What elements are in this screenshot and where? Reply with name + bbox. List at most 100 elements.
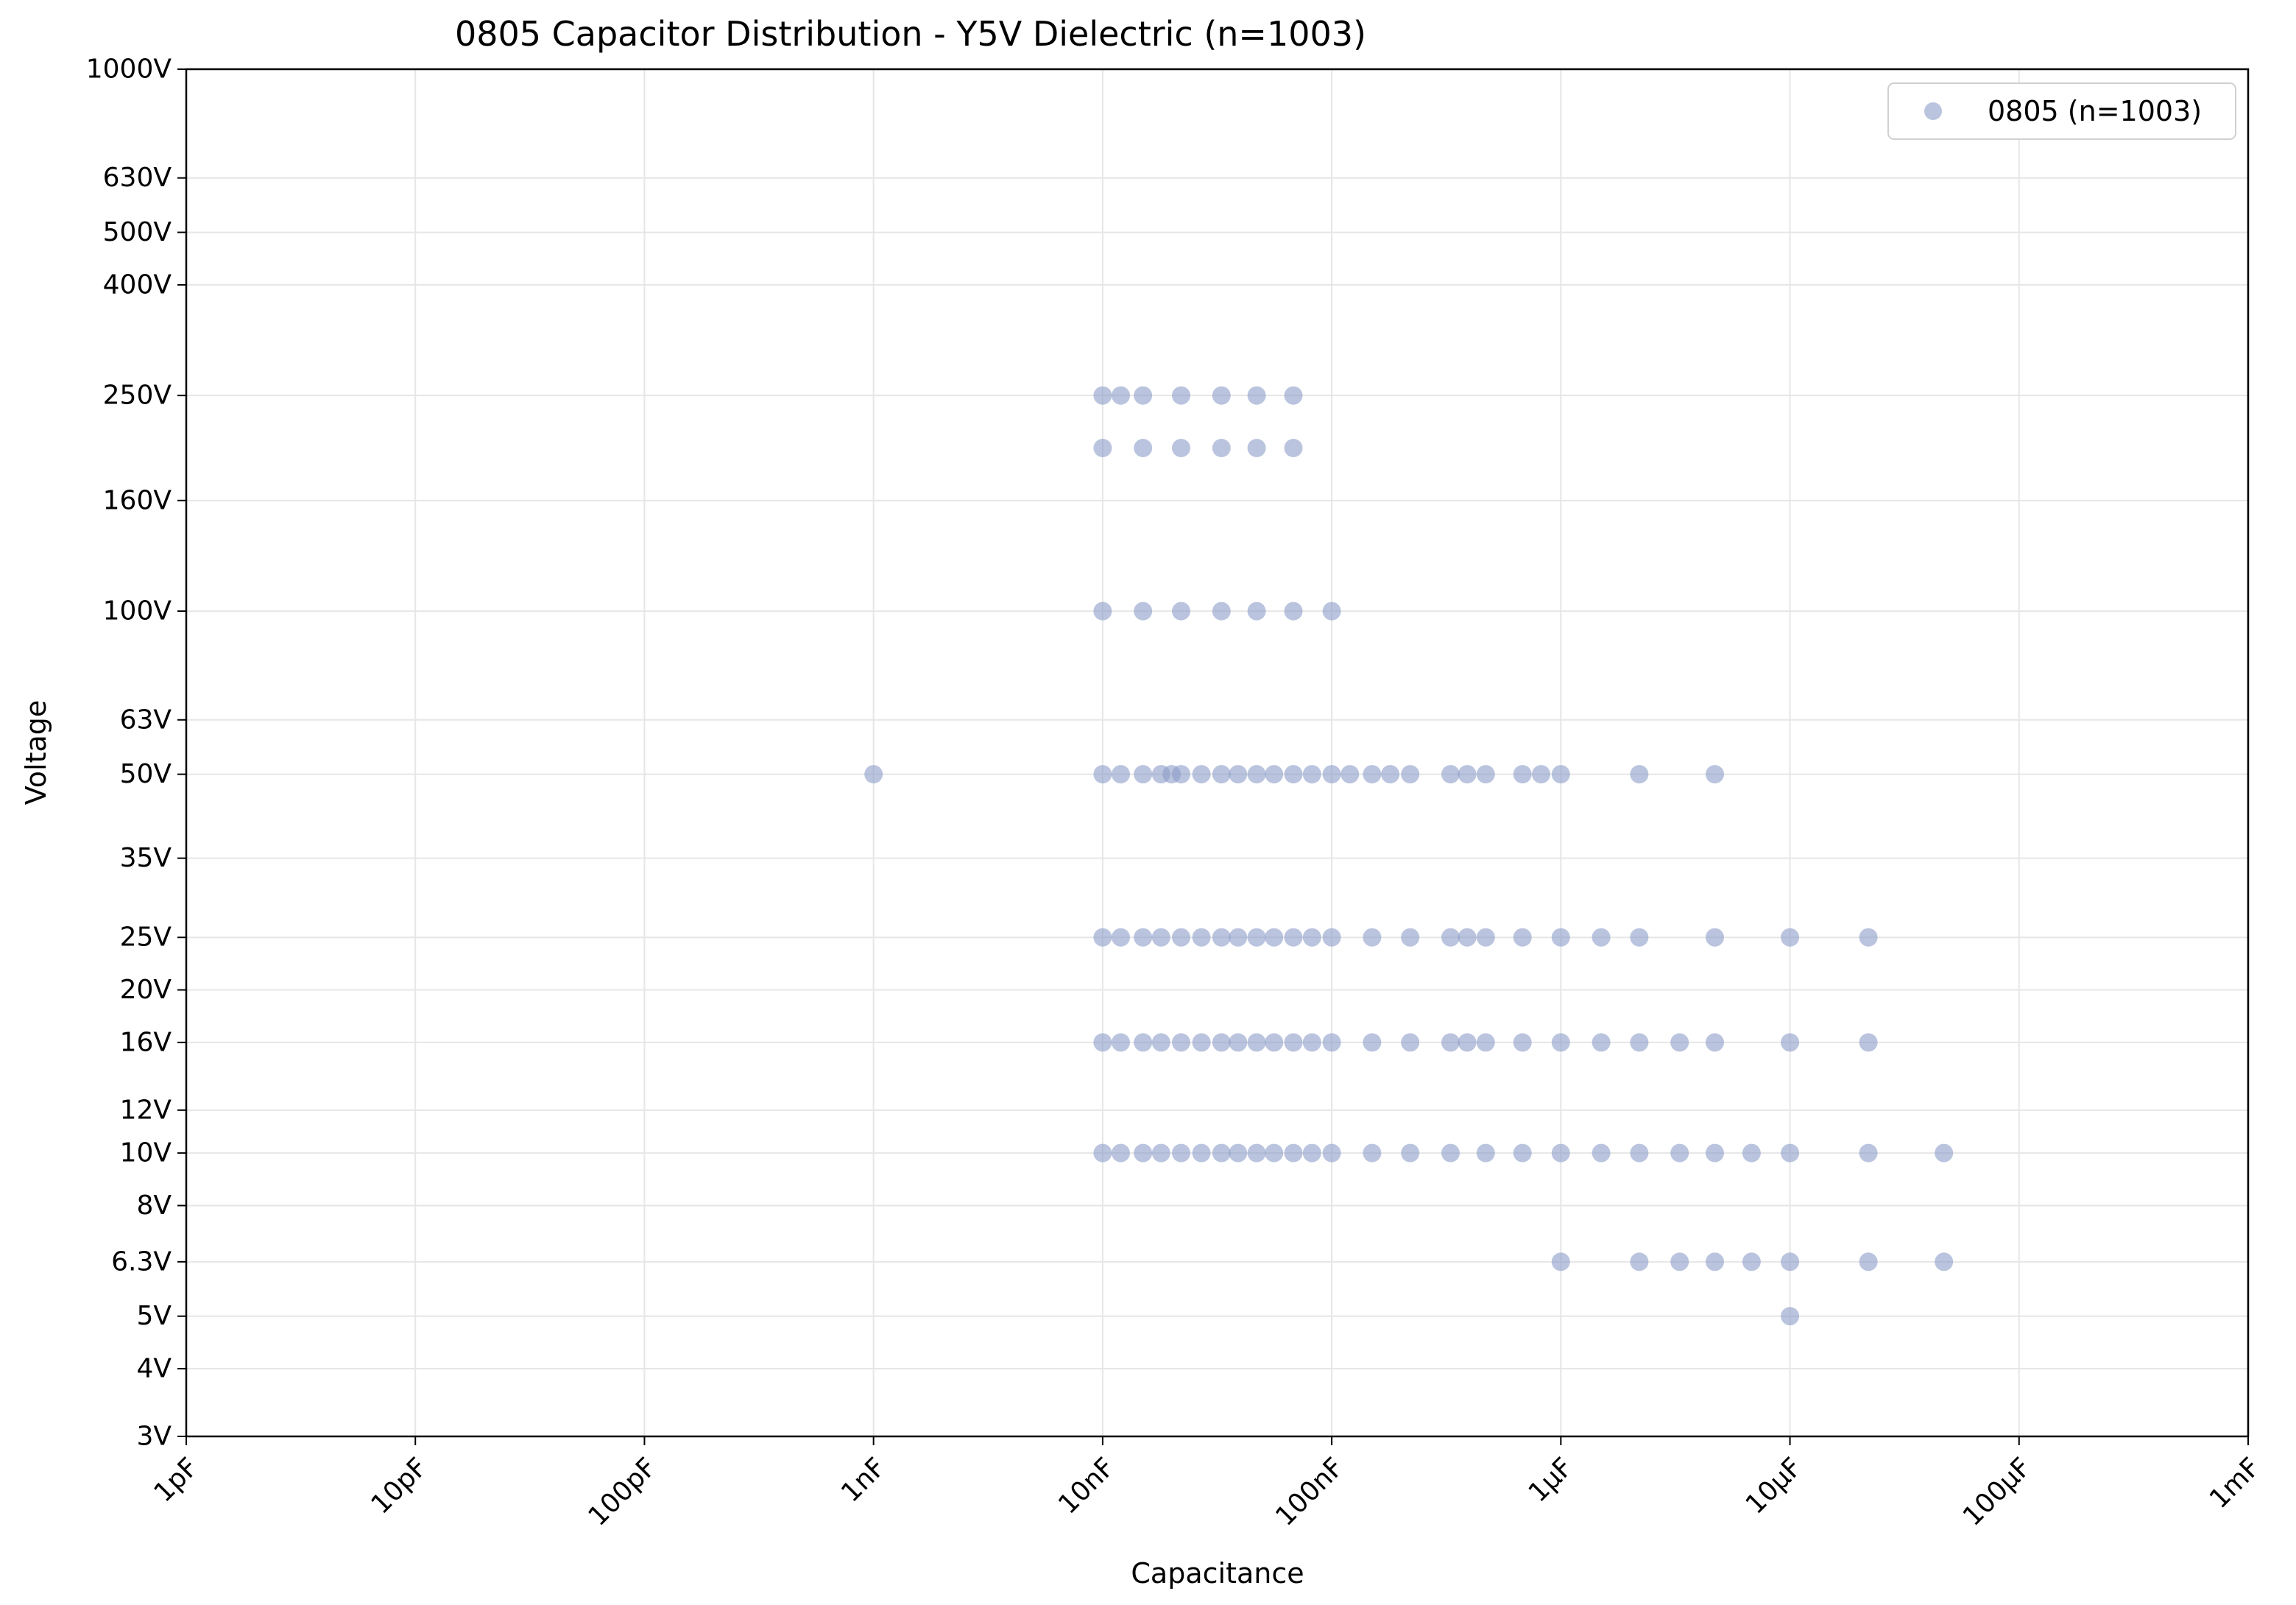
- data-point: [1742, 1252, 1761, 1271]
- data-point: [1859, 1143, 1878, 1163]
- y-tick-label: 4V: [136, 1354, 172, 1384]
- data-point: [1322, 602, 1341, 621]
- data-point: [1172, 1143, 1190, 1163]
- data-point: [1192, 928, 1211, 947]
- data-point: [1742, 1143, 1761, 1163]
- data-point: [1401, 1033, 1420, 1052]
- data-point: [1093, 602, 1112, 621]
- y-tick-label: 35V: [120, 843, 172, 873]
- x-tick-label: 10µF: [1740, 1452, 1808, 1520]
- y-tick-label: 500V: [103, 217, 172, 247]
- chart-title: 0805 Capacitor Distribution - Y5V Dielec…: [455, 14, 1366, 54]
- data-point: [1134, 386, 1153, 405]
- data-point: [1112, 1033, 1130, 1052]
- data-point: [1134, 1033, 1153, 1052]
- data-point: [1551, 765, 1570, 784]
- legend-marker: [1924, 102, 1942, 120]
- data-point: [1212, 439, 1231, 457]
- data-point: [1706, 1033, 1724, 1052]
- data-point: [1551, 1143, 1570, 1163]
- data-point: [1859, 1252, 1878, 1271]
- data-point: [1112, 1143, 1130, 1163]
- data-point: [1781, 1252, 1800, 1271]
- data-point: [1212, 602, 1231, 621]
- x-tick-label: 1mF: [2204, 1452, 2267, 1514]
- legend: 0805 (n=1003): [1887, 82, 2236, 140]
- data-point: [1401, 765, 1420, 784]
- data-point: [1859, 1033, 1878, 1052]
- data-point: [1151, 1143, 1170, 1163]
- data-point: [1340, 765, 1360, 784]
- x-tick-label: 100µF: [1957, 1452, 2037, 1531]
- data-point: [1458, 765, 1477, 784]
- y-tick-label: 16V: [120, 1027, 172, 1057]
- data-point: [1592, 1033, 1611, 1052]
- data-point: [1302, 765, 1321, 784]
- y-tick-label: 1000V: [86, 54, 172, 85]
- data-point: [1172, 439, 1190, 457]
- data-point: [1322, 928, 1341, 947]
- data-point: [1781, 1033, 1800, 1052]
- legend-label: 0805 (n=1003): [1988, 95, 2202, 127]
- data-point: [1630, 1033, 1649, 1052]
- data-point: [1265, 765, 1284, 784]
- data-point: [1229, 765, 1248, 784]
- data-point: [1151, 928, 1170, 947]
- data-point: [1441, 1143, 1460, 1163]
- y-tick-label: 250V: [103, 381, 172, 411]
- data-point: [1363, 765, 1382, 784]
- data-point: [1192, 765, 1211, 784]
- data-point: [1551, 1252, 1570, 1271]
- data-point: [1134, 765, 1153, 784]
- data-point: [1093, 1143, 1112, 1163]
- data-point: [1172, 1033, 1190, 1052]
- data-point: [1247, 1143, 1266, 1163]
- data-point: [1212, 1033, 1231, 1052]
- data-point: [1441, 1033, 1460, 1052]
- data-point: [1284, 765, 1303, 784]
- data-point: [1112, 386, 1130, 405]
- data-point: [1935, 1252, 1954, 1271]
- data-point: [1192, 1033, 1211, 1052]
- data-point: [1247, 928, 1266, 947]
- y-tick-label: 63V: [120, 705, 172, 735]
- data-point: [1513, 765, 1532, 784]
- data-point: [1706, 765, 1724, 784]
- y-tick-label: 50V: [120, 759, 172, 789]
- y-tick-label: 100V: [103, 596, 172, 627]
- data-point: [1093, 439, 1112, 457]
- data-point: [1513, 1143, 1532, 1163]
- data-point: [1322, 1143, 1341, 1163]
- data-point: [1265, 1143, 1284, 1163]
- data-point: [1476, 1143, 1495, 1163]
- data-point: [1284, 1033, 1303, 1052]
- data-point: [1476, 928, 1495, 947]
- data-point: [1247, 386, 1266, 405]
- data-point: [1706, 1143, 1724, 1163]
- data-point: [1513, 928, 1532, 947]
- y-tick-label: 25V: [120, 923, 172, 953]
- data-point: [1172, 386, 1190, 405]
- data-point: [1229, 1143, 1248, 1163]
- x-axis-label: Capacitance: [1131, 1557, 1304, 1590]
- y-axis-ticks: 3V 4V 5V 6.3V 8V 10V 12V 16V 20V 25V 35V 50V 63V 100V…: [86, 54, 186, 1452]
- data-point: [1935, 1143, 1954, 1163]
- data-point: [1212, 1143, 1231, 1163]
- data-point: [1322, 1033, 1341, 1052]
- data-point: [1112, 765, 1130, 784]
- data-point: [1093, 928, 1112, 947]
- x-tick-label: 10pF: [365, 1452, 433, 1520]
- data-point: [1441, 928, 1460, 947]
- data-point: [1476, 1033, 1495, 1052]
- data-point: [1134, 439, 1153, 457]
- data-point: [1247, 1033, 1266, 1052]
- data-point: [1781, 1307, 1800, 1326]
- data-point: [1212, 386, 1231, 405]
- data-point: [1172, 602, 1190, 621]
- data-points: [864, 386, 1954, 1326]
- data-point: [1441, 765, 1460, 784]
- data-point: [1284, 386, 1303, 405]
- y-tick-label: 3V: [136, 1422, 172, 1452]
- data-point: [1172, 928, 1190, 947]
- data-point: [1112, 928, 1130, 947]
